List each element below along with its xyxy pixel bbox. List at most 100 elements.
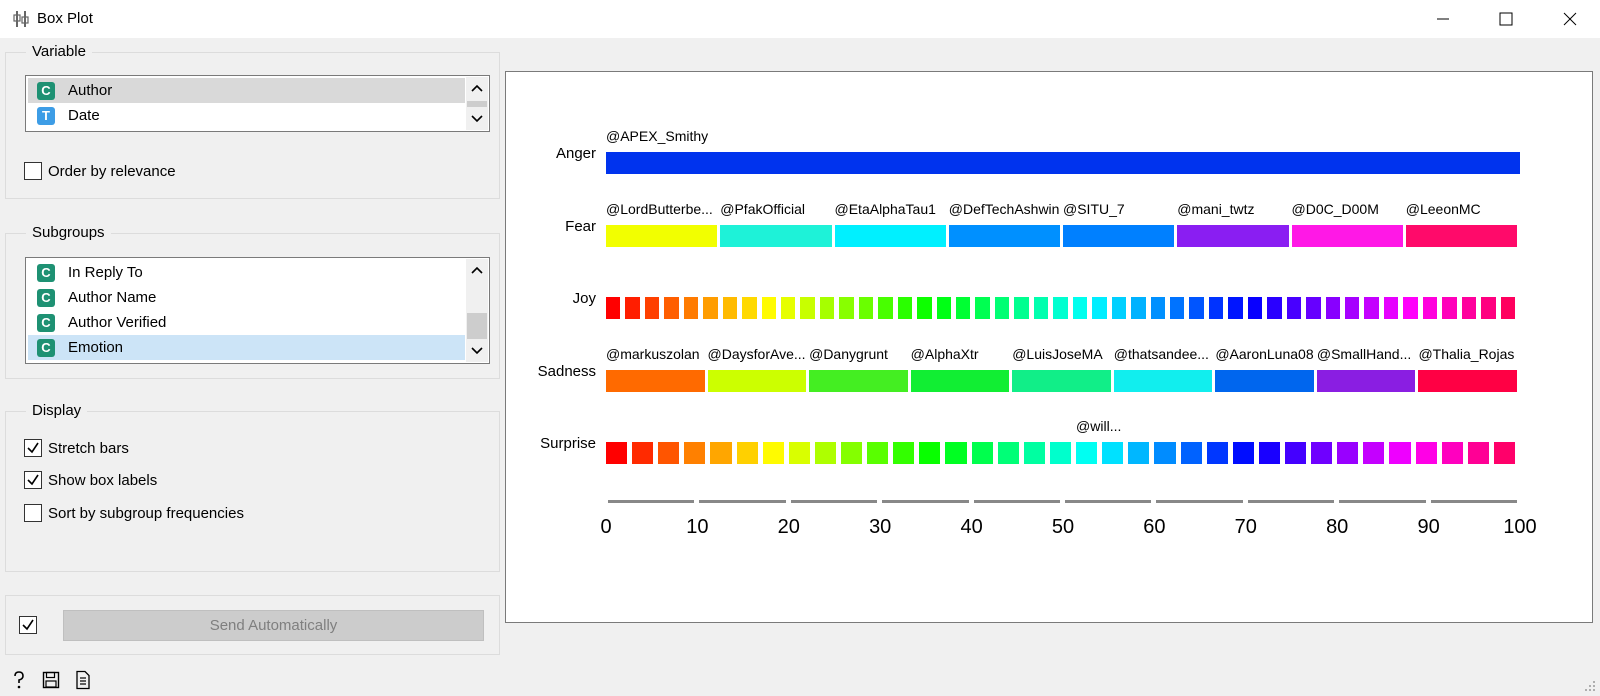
bar-segment[interactable] <box>956 297 971 319</box>
bar-segment[interactable] <box>1481 297 1496 319</box>
checkbox-box[interactable] <box>24 471 42 489</box>
bar-segment[interactable] <box>703 297 718 319</box>
close-button[interactable] <box>1547 4 1593 34</box>
bar-segment[interactable] <box>1180 442 1202 464</box>
bar-segment[interactable] <box>684 442 706 464</box>
checkbox-box[interactable] <box>24 439 42 457</box>
bar-segment[interactable] <box>606 297 621 319</box>
help-icon[interactable] <box>10 670 28 690</box>
bar-segment[interactable] <box>1442 297 1457 319</box>
bar-segment[interactable] <box>606 152 1520 174</box>
bar-segment[interactable] <box>1076 442 1098 464</box>
bar-segment[interactable] <box>683 297 699 319</box>
bar-segment[interactable] <box>1232 442 1254 464</box>
bar-segment[interactable] <box>997 442 1019 464</box>
bar-segment[interactable] <box>762 442 784 464</box>
bar-segment[interactable] <box>1337 442 1359 464</box>
scroll-thumb[interactable] <box>467 313 487 339</box>
bar-segment[interactable] <box>1418 369 1517 392</box>
bar-segment[interactable] <box>722 297 738 319</box>
stretch-bars-checkbox[interactable]: Stretch bars <box>24 439 129 457</box>
bar-segment[interactable] <box>839 297 854 319</box>
bar-segment[interactable] <box>720 224 832 247</box>
bar-segment[interactable] <box>1150 297 1165 319</box>
bar-segment[interactable] <box>1113 369 1213 392</box>
bar-segment[interactable] <box>919 442 941 464</box>
bar-segment[interactable] <box>1206 442 1228 464</box>
bar-segment[interactable] <box>893 442 915 464</box>
bar-segment[interactable] <box>1102 442 1124 464</box>
variable-item-date[interactable]: T Date <box>28 103 465 128</box>
bar-segment[interactable] <box>625 297 640 319</box>
bar-segment[interactable] <box>606 442 628 464</box>
bar-segment[interactable] <box>1311 442 1333 464</box>
bar-segment[interactable] <box>1177 224 1289 247</box>
resize-grip-icon[interactable] <box>1584 680 1596 692</box>
bar-segment[interactable] <box>814 442 837 464</box>
subgroup-item-author-verified[interactable]: C Author Verified <box>28 310 465 335</box>
bar-segment[interactable] <box>1111 297 1127 319</box>
bar-segment[interactable] <box>761 297 776 319</box>
bar-segment[interactable] <box>1291 224 1403 247</box>
minimize-button[interactable] <box>1420 4 1466 34</box>
bar-segment[interactable] <box>1033 297 1049 319</box>
bar-segment[interactable] <box>1128 442 1150 464</box>
bar-segment[interactable] <box>910 369 1010 392</box>
bar-segment[interactable] <box>658 442 680 464</box>
bar-segment[interactable] <box>1403 297 1418 319</box>
bar-segment[interactable] <box>1169 297 1185 319</box>
bar-segment[interactable] <box>1228 297 1243 319</box>
bar-segment[interactable] <box>1344 297 1360 319</box>
variable-list-scrollbar[interactable] <box>466 77 488 130</box>
bar-segment[interactable] <box>1189 297 1204 319</box>
bar-segment[interactable] <box>781 297 796 319</box>
subgroups-list[interactable]: C In Reply To C Author Name C Author Ver… <box>25 257 490 364</box>
box-plot-canvas[interactable]: Anger @APEX_Smithy Fear @LordButterbe... @Pf… <box>505 71 1593 623</box>
bar-segment[interactable] <box>1441 442 1463 464</box>
sort-by-subgroup-frequencies-checkbox[interactable]: Sort by subgroup frequencies <box>24 504 244 522</box>
bar-segment[interactable] <box>867 442 889 464</box>
bar-segment[interactable] <box>1072 297 1088 319</box>
bar-segment[interactable] <box>707 369 807 392</box>
bar-segment[interactable] <box>606 369 705 392</box>
variable-list[interactable]: C Author T Date <box>25 75 490 132</box>
bar-segment[interactable] <box>834 224 946 247</box>
bar-segment[interactable] <box>1131 297 1146 319</box>
bar-segment[interactable] <box>1014 297 1029 319</box>
bar-segment[interactable] <box>1389 442 1411 464</box>
bar-segment[interactable] <box>858 297 874 319</box>
auto-send-checkbox[interactable] <box>19 616 43 634</box>
bar-segment[interactable] <box>1284 442 1307 464</box>
bar-segment[interactable] <box>1405 224 1517 247</box>
subgroup-item-in-reply-to[interactable]: C In Reply To <box>28 260 465 285</box>
bar-segment[interactable] <box>1325 297 1340 319</box>
checkbox-box[interactable] <box>24 504 42 522</box>
bar-segment[interactable] <box>1306 297 1321 319</box>
bar-segment[interactable] <box>1215 369 1314 392</box>
scroll-thumb[interactable] <box>467 101 487 107</box>
bar-segment[interactable] <box>1063 224 1175 247</box>
send-automatically-button[interactable]: Send Automatically <box>63 610 484 641</box>
bar-segment[interactable] <box>788 442 810 464</box>
scroll-up-button[interactable] <box>466 77 488 99</box>
maximize-button[interactable] <box>1483 4 1529 34</box>
subgroups-list-scrollbar[interactable] <box>466 259 488 362</box>
bar-segment[interactable] <box>945 442 967 464</box>
scroll-down-button[interactable] <box>466 108 488 130</box>
bar-segment[interactable] <box>1383 297 1399 319</box>
bar-segment[interactable] <box>710 442 732 464</box>
report-icon[interactable] <box>74 670 92 690</box>
bar-segment[interactable] <box>1012 369 1111 392</box>
bar-segment[interactable] <box>878 297 893 319</box>
checkbox-box[interactable] <box>19 616 37 634</box>
bar-segment[interactable] <box>1154 442 1176 464</box>
bar-segment[interactable] <box>1286 297 1302 319</box>
bar-segment[interactable] <box>897 297 913 319</box>
show-box-labels-checkbox[interactable]: Show box labels <box>24 471 157 489</box>
bar-segment[interactable] <box>819 297 835 319</box>
bar-segment[interactable] <box>917 297 932 319</box>
save-icon[interactable] <box>42 670 60 690</box>
bar-segment[interactable] <box>1461 297 1477 319</box>
bar-segment[interactable] <box>800 297 815 319</box>
bar-segment[interactable] <box>948 224 1060 247</box>
